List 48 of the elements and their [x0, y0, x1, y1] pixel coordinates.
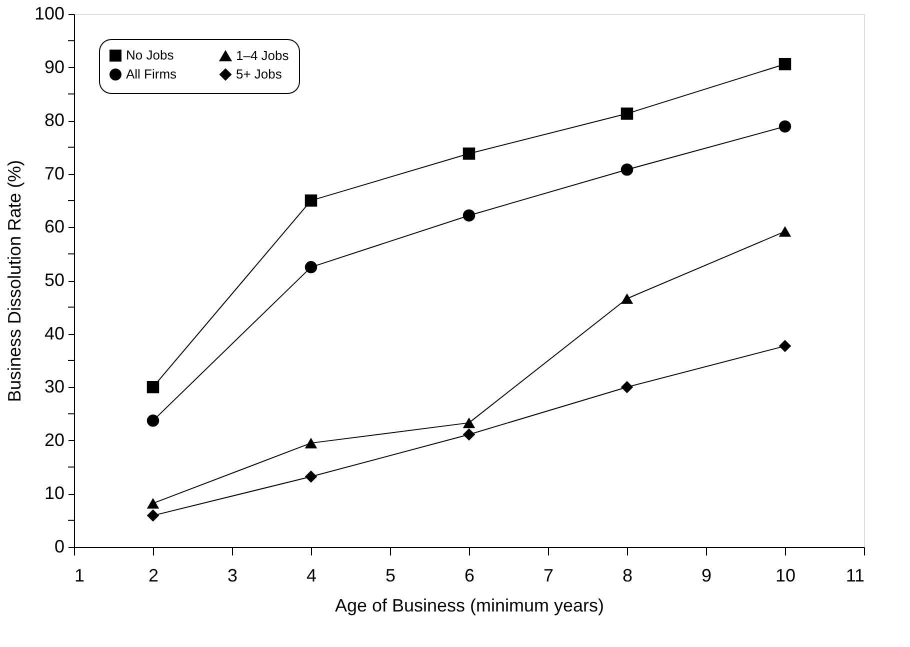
- point: [462, 148, 476, 160]
- point: [778, 226, 792, 237]
- x-axis-title: Age of Business (minimum years): [334, 596, 604, 616]
- y-tick-label: 70: [44, 163, 64, 184]
- y-tick-label: 10: [44, 483, 64, 504]
- y-tick-label: 60: [44, 216, 64, 237]
- legend-label: No Jobs: [126, 48, 174, 63]
- y-tick-label: 20: [44, 430, 64, 450]
- x-tick-label: 11: [846, 566, 864, 586]
- point: [462, 418, 476, 428]
- point: [620, 293, 634, 304]
- y-tick-label: 0: [54, 536, 64, 556]
- x-tick-label: 7: [543, 566, 554, 586]
- point: [304, 194, 318, 207]
- x-tick-label: 1: [74, 566, 85, 586]
- y-tick-label: 40: [44, 323, 64, 344]
- x-tick-label: 9: [701, 566, 712, 586]
- point: [462, 428, 476, 441]
- y-tick-label: 50: [44, 270, 64, 290]
- x-tick-label: 2: [148, 566, 159, 586]
- point: [620, 380, 634, 394]
- y-axis-title: Business Dissolution Rate (%): [4, 160, 24, 402]
- y-tick-label: 90: [44, 56, 64, 77]
- legend-label: All Firms: [126, 66, 178, 82]
- point: [778, 120, 792, 133]
- point: [304, 261, 318, 274]
- x-tick-label: 4: [306, 566, 317, 586]
- x-tick-label: 3: [227, 566, 238, 586]
- legend-label: 5+ Jobs: [236, 66, 282, 82]
- point: [304, 438, 318, 448]
- y-tick-label: 30: [44, 376, 64, 397]
- x-tick-label: 5: [385, 566, 396, 586]
- y-tick-label: 80: [44, 110, 64, 130]
- x-tick-label: 8: [622, 566, 633, 586]
- point: [620, 108, 634, 120]
- point: [778, 58, 792, 70]
- point: [778, 340, 792, 352]
- point: [146, 498, 160, 509]
- y-tick-label: 100: [34, 4, 64, 24]
- legend-label: 1–4 Jobs: [236, 48, 290, 63]
- point: [462, 209, 476, 222]
- point: [304, 470, 318, 483]
- point: [146, 380, 160, 394]
- point: [146, 414, 160, 427]
- point: [146, 509, 160, 522]
- point: [620, 164, 634, 176]
- x-tick-label: 6: [464, 566, 475, 586]
- x-tick-label: 10: [775, 566, 796, 586]
